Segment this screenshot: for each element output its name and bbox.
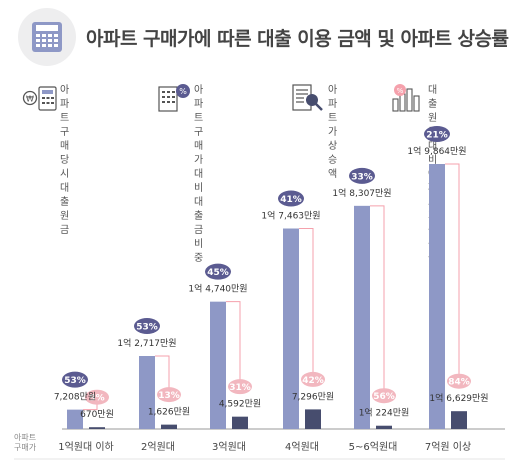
rise-bar xyxy=(232,416,248,429)
rise-bar xyxy=(451,411,467,429)
rise-rate-label: 9% xyxy=(89,394,104,404)
loan-share-badge xyxy=(205,263,231,280)
rise-rate-label: 31% xyxy=(229,383,251,393)
loan-bar xyxy=(139,356,155,429)
svg-text:%: % xyxy=(179,87,187,96)
rise-rate-badge xyxy=(228,379,252,395)
rise-value-label: 1,626만원 xyxy=(148,407,190,418)
calculator-coin-icon: ₩ xyxy=(22,82,58,114)
connector-line xyxy=(83,404,98,411)
loan-value-label: 1억 4,740만원 xyxy=(188,283,247,295)
rise-value-label: 1억 224만원 xyxy=(359,407,410,419)
legend: ₩ 아파트 구매 당시 대출원금 % 아파트 구매가 대비 대출금 비중 xyxy=(0,80,520,264)
rise-rate-badge xyxy=(157,387,181,403)
category-label: 2억원대 xyxy=(141,441,175,453)
calculator-icon xyxy=(18,8,76,66)
svg-text:₩: ₩ xyxy=(26,95,34,104)
connector-line xyxy=(299,228,314,387)
loan-share-badge xyxy=(424,126,450,142)
rise-value-label: 7,296만원 xyxy=(292,391,334,402)
connector-line xyxy=(155,355,170,402)
rise-bar xyxy=(305,409,321,429)
category-label: 7억원 이상 xyxy=(425,441,471,453)
loan-value-label: 1억 8,307만원 xyxy=(332,187,391,199)
connector-line xyxy=(226,301,241,394)
rise-rate-label: 42% xyxy=(302,376,324,386)
svg-text:%: % xyxy=(397,87,404,95)
loan-bar xyxy=(210,301,226,429)
legend-label-rise: 아파트가 상승액 xyxy=(328,85,337,180)
loan-bar xyxy=(429,164,445,429)
loan-value-label: 1억 2,717만원 xyxy=(117,337,176,349)
rise-rate-badge xyxy=(85,389,109,405)
loan-bar xyxy=(354,205,370,429)
rise-value-label: 1억 6,629만원 xyxy=(429,392,488,404)
building-percent-icon: % xyxy=(156,82,192,114)
rise-rate-badge xyxy=(301,371,325,387)
legend-label-loan: 아파트 구매 당시 대출원금 xyxy=(60,85,69,236)
loan-share-badge xyxy=(134,318,160,335)
category-label: 1억원대 이하 xyxy=(58,440,114,453)
loan-value-label: 1억 7,463만원 xyxy=(261,210,320,222)
city-chart-percent-icon: % xyxy=(390,82,426,114)
loan-share-label: 45% xyxy=(207,268,229,278)
loan-value-label: 7,208만원 xyxy=(54,392,96,403)
rise-value-label: 670만원 xyxy=(80,409,114,420)
loan-value-label: 1억 9,864만원 xyxy=(407,145,466,157)
document-magnifier-icon xyxy=(290,82,326,114)
loan-share-badge xyxy=(349,167,375,184)
rise-rate-label: 13% xyxy=(158,391,180,401)
loan-bar xyxy=(283,228,299,429)
connector-line xyxy=(445,163,460,389)
header: 아파트 구매가에 따른 대출 이용 금액 및 아파트 상승률 xyxy=(0,0,520,80)
loan-share-label: 33% xyxy=(351,172,373,182)
category-label: 4억원대 xyxy=(285,441,319,453)
loan-share-label: 53% xyxy=(64,376,86,386)
rise-bar xyxy=(161,424,177,429)
loan-share-label: 53% xyxy=(136,323,158,333)
rise-bar xyxy=(376,425,392,429)
rise-bar xyxy=(89,427,105,429)
connector-line xyxy=(370,205,385,403)
loan-share-label: 21% xyxy=(426,131,448,141)
rise-rate-label: 84% xyxy=(448,378,470,388)
rise-value-label: 4,592만원 xyxy=(219,399,261,410)
category-label: 5~6억원대 xyxy=(349,441,398,453)
loan-share-badge xyxy=(278,190,304,207)
page-title: 아파트 구매가에 따른 대출 이용 금액 및 아파트 상승률 xyxy=(86,28,509,50)
category-label: 3억원대 xyxy=(212,441,246,453)
rise-rate-badge xyxy=(372,388,396,404)
loan-share-badge xyxy=(62,371,88,388)
legend-label-share: 아파트 구매가 대비 대출금 비중 xyxy=(194,85,203,264)
loan-bar xyxy=(67,409,83,429)
rise-rate-badge xyxy=(447,373,471,389)
loan-share-label: 41% xyxy=(280,195,302,205)
rise-rate-label: 56% xyxy=(373,392,395,402)
row-axis-label: 아파트 구매가 xyxy=(14,433,37,452)
